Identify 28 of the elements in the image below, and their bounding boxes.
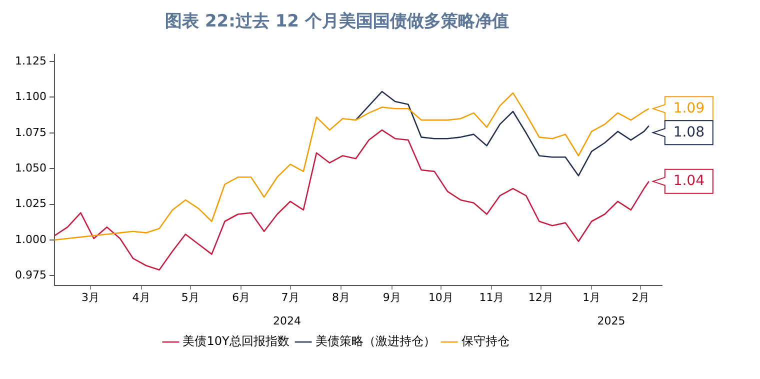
y-tick-label: 1.050 <box>14 161 46 174</box>
x-tick-label: 6月 <box>232 291 250 304</box>
y-tick-label: 0.975 <box>14 268 46 282</box>
data-label: 1.09 <box>673 100 704 116</box>
x-tick-label: 12月 <box>528 291 554 304</box>
y-tick-label: 1.025 <box>14 197 46 210</box>
y-tick-label: 1.075 <box>14 126 46 139</box>
x-tick-label: 5月 <box>181 291 200 304</box>
y-tick-label: 1.000 <box>14 232 46 246</box>
x-tick-label: 3月 <box>82 291 100 304</box>
y-tick-label: 1.125 <box>14 54 46 68</box>
legend-label: 美债策略（激进持仓） <box>315 334 436 348</box>
x-tick-label: 1月 <box>582 291 601 304</box>
x-tick-label: 7月 <box>281 291 300 304</box>
x-tick-label: 9月 <box>382 291 401 304</box>
x-tick-label: 8月 <box>332 291 350 304</box>
data-label: 1.04 <box>673 173 705 190</box>
data-label: 1.08 <box>673 124 704 140</box>
x-tick-label: 11月 <box>479 291 504 304</box>
x-tick-label: 2月 <box>632 291 650 304</box>
x2-tick-label: 2025 <box>597 314 626 328</box>
y-tick-label: 1.100 <box>14 90 46 104</box>
legend-label: 保守持仓 <box>461 334 510 348</box>
x-tick-label: 4月 <box>132 291 150 304</box>
legend-label: 美债10Y总回报指数 <box>182 334 290 348</box>
x-tick-label: 10月 <box>428 291 454 304</box>
chart-title: 图表 22:过去 12 个月美国国债做多策略净值 <box>165 12 509 32</box>
x2-tick-label: 2024 <box>273 314 302 328</box>
